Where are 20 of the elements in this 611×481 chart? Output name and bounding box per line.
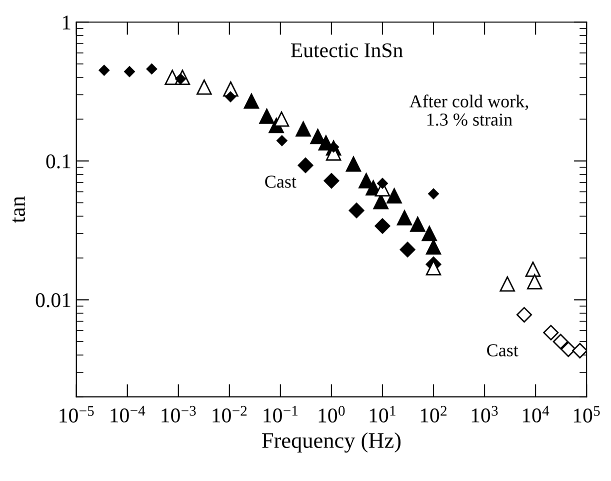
y-tick-label: 0.01 [36,293,70,308]
x-tick-label: 10$^{1}$ [370,406,396,422]
x-tick-label: 10$^{−4}$ [110,406,146,422]
y-tick-label: 1 [62,16,70,30]
x-tick-label: 10$^{−5}$ [60,406,94,423]
x-tick-label: 10$^{−2}$ [212,406,247,422]
x-tick-label: 10$^{2}$ [420,406,447,422]
x-tick-label: 10$^{4}$ [522,406,550,422]
text: Eutectic InSn [290,43,403,58]
x-tick-label: 10$^{0}$ [318,406,345,423]
annotation: Cast [265,176,296,188]
annotation: Cast [487,344,518,356]
x-tick-label: 10$^{−3}$ [162,406,196,422]
annotation: After cold work, 1.3 % strain [409,94,528,126]
y-axis-title: tan [12,196,25,223]
x-axis-title: Frequency (Hz) [262,432,401,453]
x-tick-label: 10$^{5}$ [574,406,600,423]
x-tick-label: 10$^{3}$ [472,406,498,422]
x-tick-label: 10$^{−1}$ [264,406,298,422]
y-tick-label: 0.1 [46,154,70,168]
